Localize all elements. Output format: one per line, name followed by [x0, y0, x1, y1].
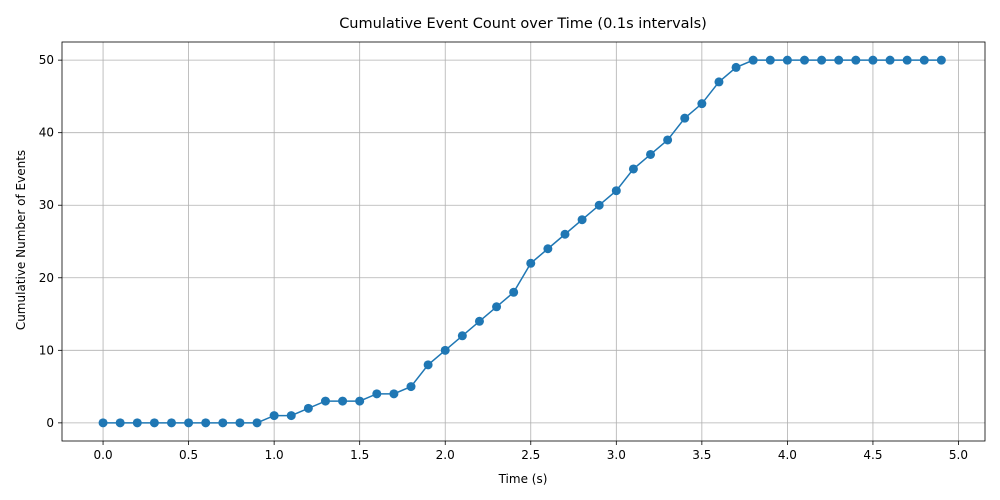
data-point [782, 55, 792, 65]
data-point [218, 418, 228, 428]
data-point [132, 418, 142, 428]
data-point [936, 55, 946, 65]
data-point [286, 411, 296, 421]
x-tick-label: 0.5 [179, 448, 198, 462]
data-point [98, 418, 108, 428]
data-point [560, 229, 570, 239]
data-point [149, 418, 159, 428]
data-point [440, 345, 450, 355]
x-axis-ticks: 0.0 0.5 1.0 1.5 2.0 2.5 3.0 3.5 4.0 4.5 5.0 [94, 441, 968, 462]
y-tick-label: 40 [39, 126, 54, 140]
plot-frame [61, 41, 986, 442]
data-point [851, 55, 861, 65]
data-point [765, 55, 775, 65]
data-point [919, 55, 929, 65]
data-point [474, 316, 484, 326]
x-tick-label: 4.5 [863, 448, 882, 462]
data-point [714, 77, 724, 87]
x-tick-label: 2.0 [436, 448, 455, 462]
data-point [748, 55, 758, 65]
chart-title: Cumulative Event Count over Time (0.1s i… [339, 16, 707, 32]
x-tick-label: 3.5 [692, 448, 711, 462]
data-point [406, 382, 416, 392]
x-tick-label: 4.0 [778, 448, 797, 462]
data-point [697, 99, 707, 109]
data-point [338, 396, 348, 406]
data-point [457, 331, 467, 341]
x-axis-title: Time (s) [498, 472, 548, 486]
data-point [372, 389, 382, 399]
data-point [731, 62, 741, 72]
data-point [834, 55, 844, 65]
data-point [611, 186, 621, 196]
y-tick-label: 30 [39, 198, 54, 212]
data-point [201, 418, 211, 428]
data-point [902, 55, 912, 65]
y-axis-title: Cumulative Number of Events [14, 150, 28, 330]
x-tick-label: 1.5 [350, 448, 369, 462]
data-point [115, 418, 125, 428]
data-point [423, 360, 433, 370]
data-point [389, 389, 399, 399]
data-point [269, 411, 279, 421]
data-point [166, 418, 176, 428]
data-point [577, 215, 587, 225]
y-axis-ticks: 0 10 20 30 40 50 [39, 53, 62, 430]
data-point [628, 164, 638, 174]
data-point [646, 149, 656, 159]
y-tick-label: 50 [39, 53, 54, 67]
y-tick-label: 10 [39, 343, 54, 357]
data-point [252, 418, 262, 428]
x-tick-label: 0.0 [94, 448, 113, 462]
data-point [885, 55, 895, 65]
data-point [680, 113, 690, 123]
y-tick-label: 20 [39, 271, 54, 285]
data-point [303, 403, 313, 413]
data-point [509, 287, 519, 297]
data-point [543, 244, 553, 254]
x-tick-label: 5.0 [949, 448, 968, 462]
data-points [98, 55, 946, 428]
data-point [235, 418, 245, 428]
data-point [663, 135, 673, 145]
data-point [355, 396, 365, 406]
x-tick-label: 3.0 [607, 448, 626, 462]
data-point [800, 55, 810, 65]
data-point [594, 200, 604, 210]
data-point [526, 258, 536, 268]
data-point [492, 302, 502, 312]
x-tick-label: 1.0 [265, 448, 284, 462]
data-point [320, 396, 330, 406]
data-point [184, 418, 194, 428]
data-point [817, 55, 827, 65]
data-point [868, 55, 878, 65]
x-tick-label: 2.5 [521, 448, 540, 462]
y-tick-label: 0 [46, 416, 54, 430]
